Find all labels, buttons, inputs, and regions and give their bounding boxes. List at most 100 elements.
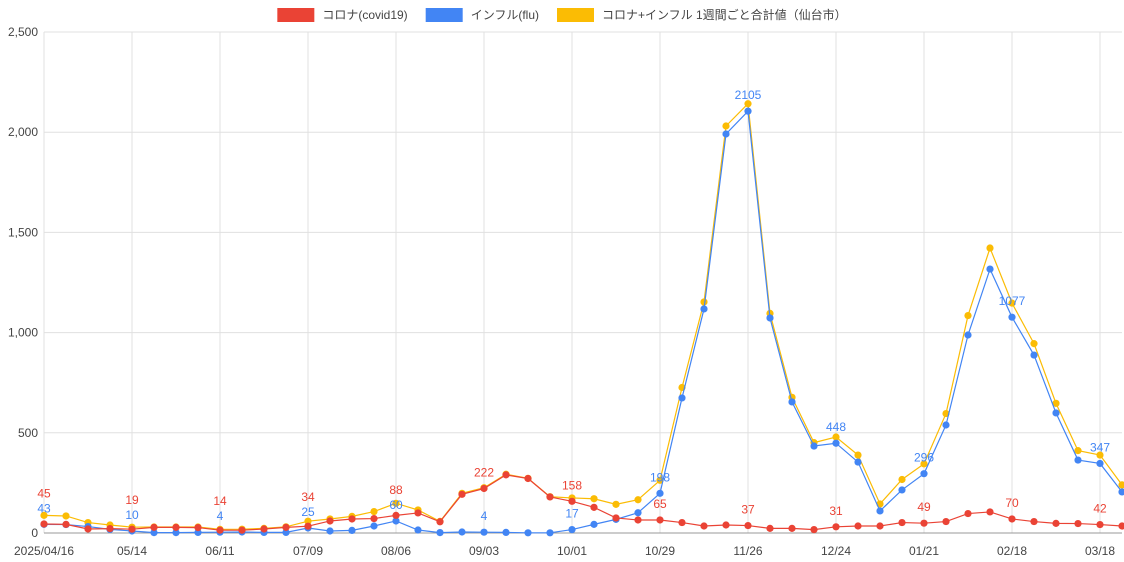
data-label-covid: 14 — [213, 494, 227, 508]
data-point — [568, 525, 576, 534]
data-point — [810, 525, 818, 534]
data-point — [634, 509, 642, 517]
data-label-covid: 70 — [1005, 496, 1019, 510]
x-tick-label: 10/29 — [645, 544, 675, 558]
y-tick-label: 1,000 — [8, 326, 38, 340]
data-point — [326, 527, 334, 535]
data-point — [832, 433, 840, 441]
data-point — [436, 518, 444, 526]
data-label-flu: 4 — [217, 509, 224, 523]
data-point — [1074, 456, 1082, 464]
data-point — [920, 460, 928, 468]
data-point — [700, 298, 708, 306]
legend-label: コロナ+インフル 1週間ごと合計値（仙台市） — [602, 7, 847, 22]
data-point — [568, 497, 576, 505]
data-point — [854, 522, 862, 530]
x-tick-label: 11/26 — [733, 544, 762, 558]
x-tick-label: 05/14 — [117, 544, 147, 558]
data-point — [744, 521, 752, 530]
data-label-covid: 88 — [389, 483, 403, 497]
data-point — [392, 511, 400, 519]
data-point — [1030, 340, 1038, 348]
data-label-covid: 49 — [917, 500, 931, 514]
data-point — [304, 522, 312, 530]
legend-swatch — [277, 8, 315, 22]
data-label-covid: 42 — [1093, 502, 1107, 516]
data-point — [832, 523, 840, 531]
data-point — [546, 493, 554, 501]
data-label-flu: 347 — [1090, 440, 1110, 454]
data-point — [612, 500, 620, 508]
data-label-covid: 158 — [562, 478, 582, 492]
data-label-covid: 45 — [37, 486, 51, 500]
data-label-flu: 448 — [826, 420, 846, 434]
data-point — [964, 331, 972, 339]
series-line-0 — [43, 474, 1123, 531]
x-tick-label: 10/01 — [557, 544, 587, 558]
data-point — [1052, 399, 1060, 407]
data-label-covid: 19 — [125, 493, 139, 507]
y-tick-label: 500 — [18, 426, 38, 440]
data-point — [480, 484, 488, 493]
data-point — [942, 421, 950, 429]
data-label-covid: 31 — [829, 504, 843, 518]
data-label-flu: 4 — [481, 509, 488, 523]
data-point — [1030, 517, 1038, 526]
data-point — [1096, 520, 1104, 529]
data-point — [898, 486, 906, 494]
data-point — [590, 520, 598, 528]
data-point — [744, 100, 752, 108]
data-point — [1030, 351, 1038, 359]
data-point — [106, 524, 114, 533]
data-point — [370, 522, 378, 530]
data-point — [282, 523, 290, 531]
data-point — [436, 528, 444, 537]
x-tick-label: 12/24 — [821, 544, 851, 558]
data-point — [766, 524, 774, 532]
data-point — [1118, 522, 1124, 530]
data-label-flu: 296 — [914, 451, 934, 465]
data-point — [634, 516, 642, 524]
data-point — [1008, 313, 1016, 321]
data-point — [634, 496, 642, 504]
data-point — [1052, 409, 1060, 417]
data-point — [1096, 459, 1104, 468]
x-tick-label: 08/06 — [381, 544, 411, 558]
x-tick-label: 02/18 — [997, 544, 1027, 558]
data-point — [700, 305, 708, 313]
data-label-flu: 60 — [389, 498, 403, 512]
data-point — [678, 518, 686, 527]
data-point — [678, 394, 686, 402]
data-point — [1096, 451, 1104, 459]
data-point — [128, 525, 136, 533]
legend-swatch — [425, 8, 463, 22]
y-tick-label: 2,500 — [8, 25, 38, 39]
data-point — [942, 517, 950, 526]
data-label-covid: 222 — [474, 466, 494, 480]
data-point — [722, 521, 730, 529]
data-point — [216, 526, 224, 534]
data-point — [656, 489, 664, 497]
data-point — [1008, 515, 1016, 523]
series-line-2 — [43, 102, 1123, 530]
data-point — [238, 526, 246, 534]
data-label-flu: 2105 — [735, 88, 762, 102]
data-point — [788, 524, 796, 532]
data-point — [1052, 519, 1060, 527]
y-tick-label: 2,000 — [8, 125, 38, 139]
data-point — [40, 520, 48, 528]
data-point — [62, 520, 70, 528]
data-label-flu: 25 — [301, 505, 315, 519]
data-point — [656, 516, 664, 524]
data-point — [260, 525, 268, 533]
data-point — [788, 398, 796, 406]
data-point — [986, 265, 994, 273]
data-point — [546, 529, 554, 537]
legend-label: コロナ(covid19) — [322, 8, 407, 22]
data-label-flu: 198 — [650, 470, 670, 484]
data-point — [920, 470, 928, 478]
data-point — [414, 509, 422, 517]
data-label-covid: 65 — [653, 497, 667, 511]
data-point — [700, 522, 708, 530]
x-tick-label: 09/03 — [469, 544, 499, 558]
